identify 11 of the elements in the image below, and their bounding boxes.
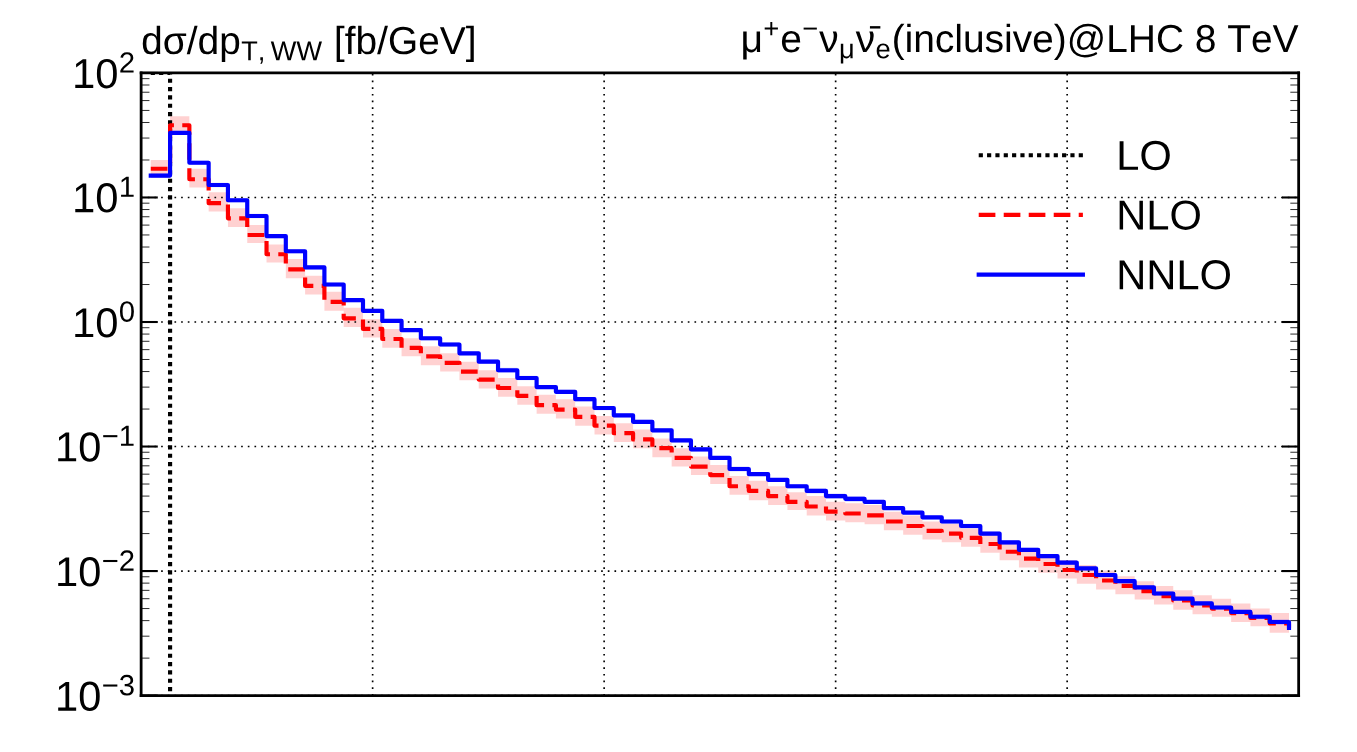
text: μ$^{+}$e$^{−}$ν$_{μ}$ν̄$_{e}$(inclusive)@LHC 8 TeV	[743, 21, 1299, 64]
chart-title: dσ/dp$_{T,WW}$ [fb/GeV]	[142, 25, 474, 64]
legend-label: LO	[1119, 140, 1170, 171]
y-tick-label: 10$^{−3}$	[58, 674, 134, 712]
y-tick-label: 10$^{0}$	[75, 301, 134, 338]
y-tick-label: 10$^{−1}$	[58, 425, 134, 462]
legend-label: NLO	[1119, 200, 1200, 230]
y-tick-label: 10$^{−2}$	[58, 550, 134, 587]
y-tick-label: 10$^{1}$	[75, 176, 134, 213]
y-tick-label: 10$^{2}$	[75, 52, 134, 89]
legend-label: NNLO	[1119, 260, 1230, 290]
